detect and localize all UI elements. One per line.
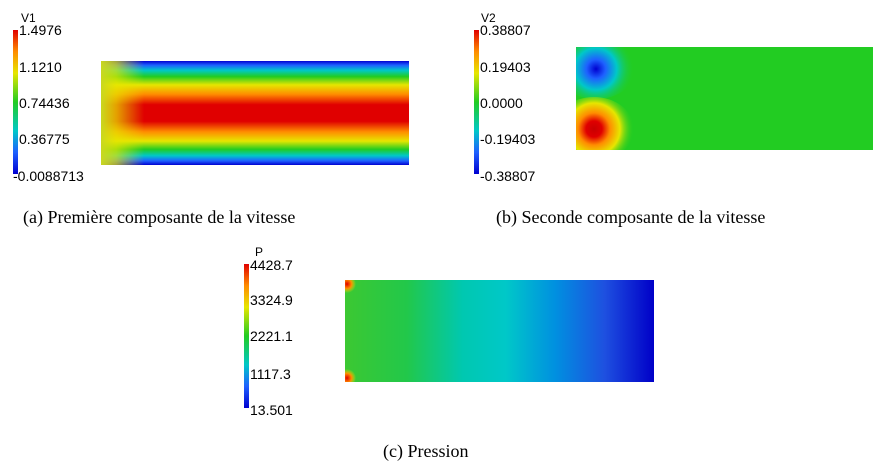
- tick-label-p-2: 3324.9: [250, 292, 293, 308]
- tick-label-v2-min: -0.38807: [480, 168, 536, 184]
- colorbar-p: [244, 264, 249, 408]
- tick-label-p-min: 13.501: [250, 402, 293, 418]
- field-v2-plot: [576, 47, 873, 150]
- tick-label-v1-4: 0.36775: [19, 131, 70, 147]
- tick-label-v2-mid: 0.0000: [480, 95, 523, 111]
- field-v1-plot: [101, 61, 409, 165]
- caption-b: (b) Seconde composante de la vitesse: [496, 207, 766, 227]
- colorbar-v2: [474, 30, 479, 174]
- caption-a: (a) Première composante de la vitesse: [23, 207, 296, 227]
- tick-label-v1-max: 1.4976: [19, 22, 62, 38]
- colorbar-title-p: P: [255, 245, 264, 259]
- tick-label-v1-min: -0.0088713: [13, 168, 84, 184]
- tick-label-p-mid: 2221.1: [250, 328, 293, 344]
- tick-label-v2-max: 0.38807: [480, 22, 531, 38]
- colorbar-title-v1: V1: [21, 11, 36, 25]
- tick-label-v2-4: -0.19403: [480, 131, 536, 147]
- tick-label-v2-2: 0.19403: [480, 59, 531, 75]
- field-p-plot: [345, 280, 654, 382]
- caption-c: (c) Pression: [383, 441, 469, 461]
- tick-label-v1-mid: 0.74436: [19, 95, 70, 111]
- colorbar-title-v2: V2: [481, 11, 496, 25]
- tick-label-p-4: 1117.3: [250, 366, 291, 382]
- tick-label-v1-2: 1.1210: [19, 59, 62, 75]
- colorbar-v1: [13, 30, 18, 174]
- tick-label-p-max: 4428.7: [250, 257, 293, 273]
